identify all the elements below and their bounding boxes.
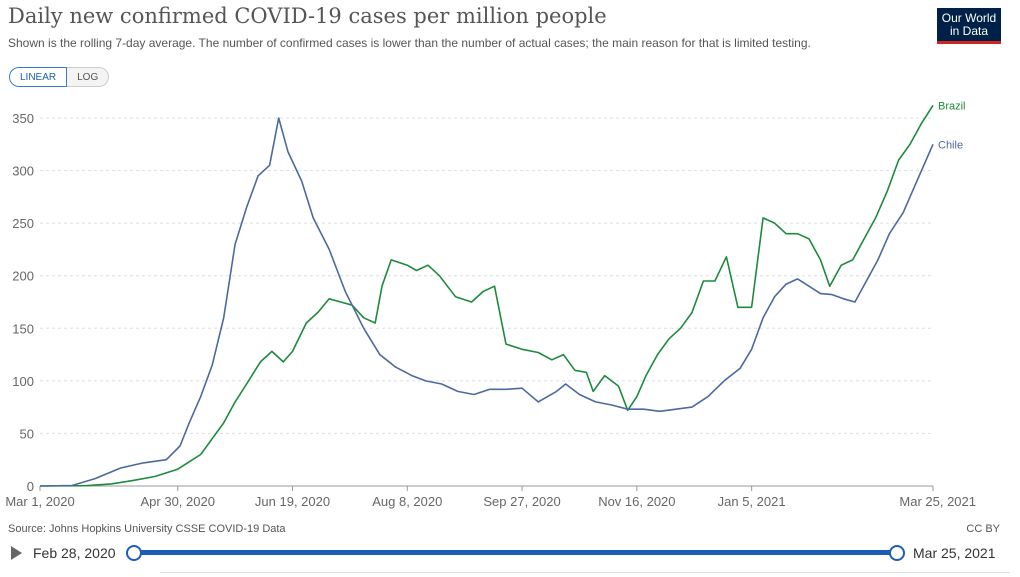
x-tick-label: Mar 25, 2021 <box>899 494 976 509</box>
x-axis-ticks: Mar 1, 2020 Apr 30, 2020 Jun 19, 2020 Aug 8… <box>5 486 976 509</box>
timeline-track[interactable] <box>133 550 897 555</box>
y-tick-label: 250 <box>12 216 34 231</box>
source-note[interactable]: Source: Johns Hopkins University CSSE CO… <box>8 523 286 535</box>
y-tick-label: 100 <box>12 374 34 389</box>
timeline-end-handle[interactable] <box>889 545 905 561</box>
chart-subtitle: Shown is the rolling 7-day average. The … <box>8 36 811 50</box>
bottom-tab-bar <box>160 572 1010 577</box>
log-scale-button[interactable]: LOG <box>67 67 110 87</box>
series-labels: Brazil Chile <box>938 100 966 151</box>
y-tick-label: 200 <box>12 269 34 284</box>
y-tick-label: 50 <box>20 426 34 441</box>
timeline-end-label: Mar 25, 2021 <box>913 545 996 561</box>
y-tick-label: 150 <box>12 321 34 336</box>
linear-scale-button[interactable]: LINEAR <box>9 67 68 87</box>
x-tick-label: Sep 27, 2020 <box>483 494 560 509</box>
x-tick-label: Jun 19, 2020 <box>255 494 330 509</box>
y-tick-label: 350 <box>12 111 34 126</box>
x-tick-label: Jan 5, 2021 <box>718 494 786 509</box>
series-label-brazil[interactable]: Brazil <box>938 100 966 112</box>
x-tick-label: Aug 8, 2020 <box>372 494 442 509</box>
chart-title: Daily new confirmed COVID-19 cases per m… <box>8 4 607 28</box>
scale-toggle: LINEAR LOG <box>9 67 110 87</box>
timeline: Feb 28, 2020 Mar 25, 2021 <box>0 540 1020 570</box>
y-tick-label: 300 <box>12 164 34 179</box>
logo-line-2: in Data <box>949 24 989 38</box>
logo-line-1: Our World <box>941 11 997 25</box>
timeline-start-label: Feb 28, 2020 <box>33 545 116 561</box>
series-line-brazil[interactable] <box>39 104 934 487</box>
line-chart: 0 50 100 150 200 250 300 350 Mar 1, 2020 Apr 30,… <box>5 100 976 509</box>
series-line-chile[interactable] <box>39 117 934 487</box>
x-tick-label: Nov 16, 2020 <box>598 494 675 509</box>
owid-logo[interactable]: Our World in Data <box>937 8 1001 44</box>
timeline-start-handle[interactable] <box>126 545 142 561</box>
x-tick-label: Apr 30, 2020 <box>141 494 215 509</box>
license-link[interactable]: CC BY <box>966 523 1000 535</box>
play-icon[interactable] <box>11 546 22 560</box>
series-lines <box>39 104 934 487</box>
y-axis-ticks: 0 50 100 150 200 250 300 350 <box>12 111 34 494</box>
x-tick-label: Mar 1, 2020 <box>5 494 74 509</box>
y-tick-label: 0 <box>27 479 34 494</box>
gridlines <box>40 117 933 487</box>
series-label-chile[interactable]: Chile <box>938 139 963 151</box>
